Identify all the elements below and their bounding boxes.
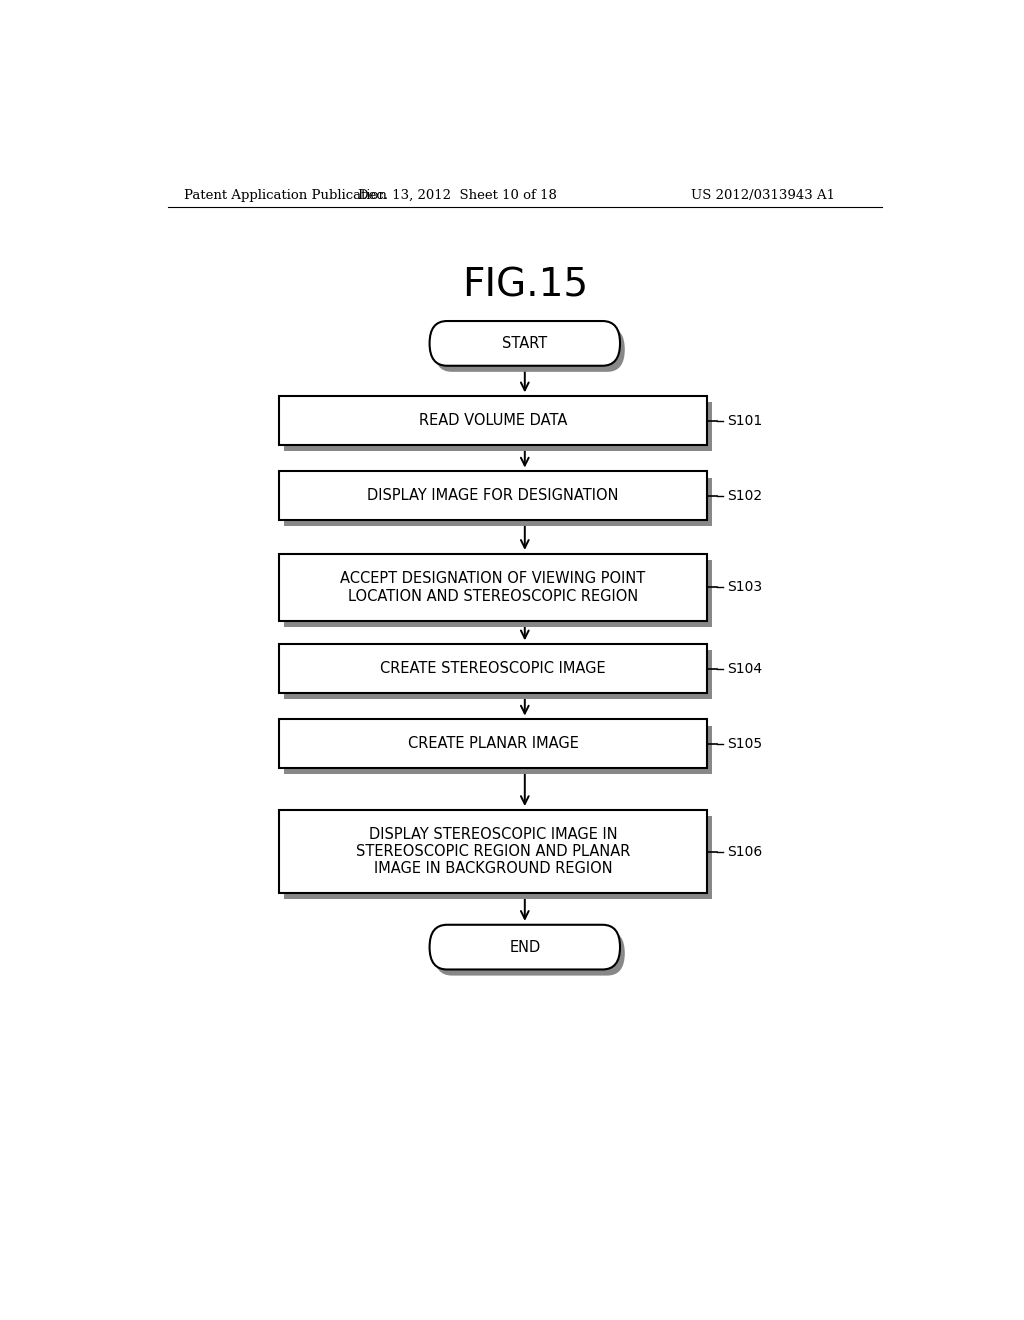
FancyBboxPatch shape — [284, 651, 712, 700]
Text: S101: S101 — [727, 413, 763, 428]
Text: S106: S106 — [727, 845, 763, 858]
Text: FIG.15: FIG.15 — [462, 267, 588, 305]
FancyBboxPatch shape — [430, 321, 620, 366]
FancyBboxPatch shape — [279, 644, 708, 693]
Text: ACCEPT DESIGNATION OF VIEWING POINT
LOCATION AND STEREOSCOPIC REGION: ACCEPT DESIGNATION OF VIEWING POINT LOCA… — [340, 572, 646, 603]
FancyBboxPatch shape — [284, 403, 712, 451]
Text: S102: S102 — [727, 488, 762, 503]
FancyBboxPatch shape — [434, 327, 625, 372]
FancyBboxPatch shape — [279, 554, 708, 620]
Text: US 2012/0313943 A1: US 2012/0313943 A1 — [691, 189, 835, 202]
Text: READ VOLUME DATA: READ VOLUME DATA — [419, 413, 567, 428]
Text: DISPLAY STEREOSCOPIC IMAGE IN
STEREOSCOPIC REGION AND PLANAR
IMAGE IN BACKGROUND: DISPLAY STEREOSCOPIC IMAGE IN STEREOSCOP… — [356, 826, 630, 876]
FancyBboxPatch shape — [279, 471, 708, 520]
Text: S105: S105 — [727, 737, 762, 751]
Text: Dec. 13, 2012  Sheet 10 of 18: Dec. 13, 2012 Sheet 10 of 18 — [358, 189, 557, 202]
FancyBboxPatch shape — [279, 396, 708, 445]
FancyBboxPatch shape — [279, 719, 708, 768]
Text: END: END — [509, 940, 541, 954]
FancyBboxPatch shape — [284, 726, 712, 775]
Text: Patent Application Publication: Patent Application Publication — [183, 189, 386, 202]
Text: START: START — [502, 335, 548, 351]
Text: CREATE STEREOSCOPIC IMAGE: CREATE STEREOSCOPIC IMAGE — [380, 661, 606, 676]
Text: CREATE PLANAR IMAGE: CREATE PLANAR IMAGE — [408, 737, 579, 751]
FancyBboxPatch shape — [279, 810, 708, 894]
FancyBboxPatch shape — [430, 925, 620, 969]
Text: S104: S104 — [727, 661, 762, 676]
FancyBboxPatch shape — [284, 560, 712, 627]
FancyBboxPatch shape — [284, 816, 712, 899]
Text: S103: S103 — [727, 581, 762, 594]
FancyBboxPatch shape — [434, 931, 625, 975]
Text: DISPLAY IMAGE FOR DESIGNATION: DISPLAY IMAGE FOR DESIGNATION — [368, 488, 618, 503]
FancyBboxPatch shape — [284, 478, 712, 527]
